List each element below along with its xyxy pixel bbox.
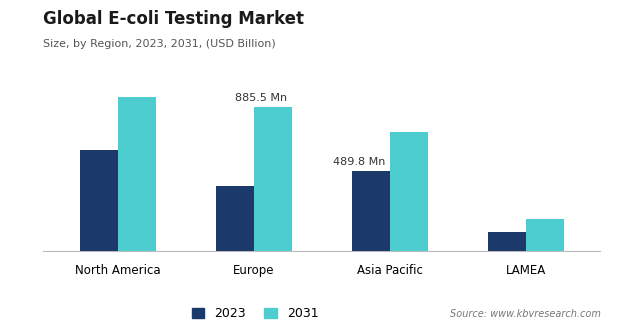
Bar bbox=[352, 172, 390, 251]
Bar bbox=[216, 186, 254, 251]
Bar bbox=[390, 132, 428, 251]
Bar bbox=[526, 219, 564, 251]
Text: 885.5 Mn: 885.5 Mn bbox=[235, 92, 287, 102]
Legend: 2023, 2031: 2023, 2031 bbox=[186, 302, 324, 322]
Bar bbox=[118, 24, 156, 251]
Bar bbox=[488, 232, 526, 251]
Text: Global E-coli Testing Market: Global E-coli Testing Market bbox=[43, 10, 305, 28]
Bar bbox=[80, 150, 118, 251]
Text: Size, by Region, 2023, 2031, (USD Billion): Size, by Region, 2023, 2031, (USD Billio… bbox=[43, 39, 276, 49]
Text: Source: www.kbvresearch.com: Source: www.kbvresearch.com bbox=[449, 309, 600, 319]
Bar bbox=[254, 107, 292, 251]
Text: 489.8 Mn: 489.8 Mn bbox=[333, 157, 385, 167]
